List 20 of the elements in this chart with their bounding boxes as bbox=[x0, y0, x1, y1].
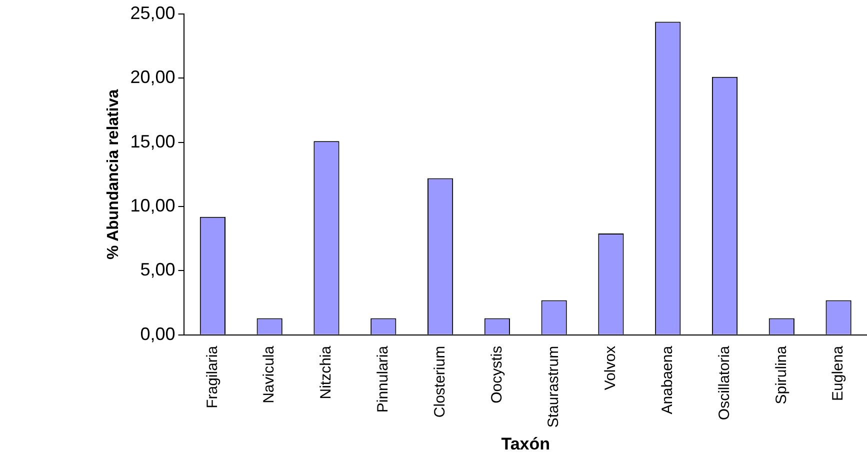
x-tick-label: Euglena bbox=[830, 345, 847, 401]
x-tick-label: Staurastrum bbox=[545, 346, 562, 428]
y-tick-label: 5,00 bbox=[140, 260, 176, 280]
x-tick-label: Navicula bbox=[260, 345, 278, 404]
x-tick-label: Spirulina bbox=[772, 345, 790, 404]
x-tick-label: Pinnularia bbox=[374, 345, 392, 413]
y-tick-label: 25,00 bbox=[130, 2, 176, 23]
y-tick-label: 15,00 bbox=[130, 131, 176, 152]
x-tick-label: Closterium bbox=[431, 346, 448, 418]
x-tick-label: Fragilaria bbox=[204, 345, 221, 408]
y-axis-title: % Abundancia relativa bbox=[105, 89, 122, 260]
x-tick-label: Nitzchia bbox=[318, 345, 335, 400]
y-tick-label: 10,00 bbox=[130, 196, 176, 216]
y-tick-label: 20,00 bbox=[130, 67, 176, 88]
x-tick-label: Oocystis bbox=[488, 346, 506, 404]
x-tick-label: Volvox bbox=[602, 345, 620, 390]
x-tick-label: Anabaena bbox=[659, 345, 676, 414]
x-axis-title: Taxón bbox=[501, 434, 550, 454]
y-tick-label: 0,00 bbox=[140, 324, 176, 344]
x-tick-label: Oscillatoria bbox=[716, 345, 733, 420]
